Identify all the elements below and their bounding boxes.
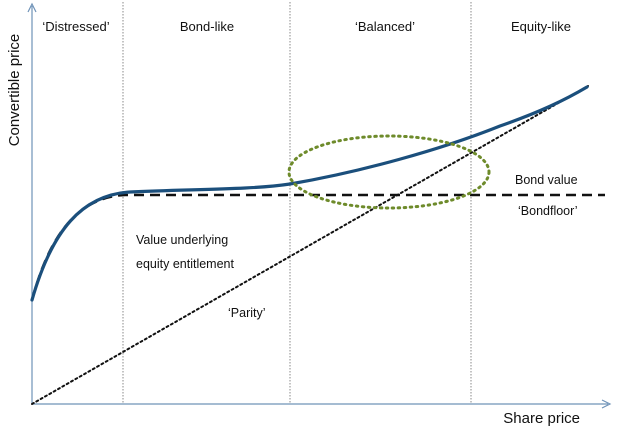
value-underlying-label-line2: equity entitlement	[136, 257, 235, 271]
region-label-equity-like: Equity-like	[511, 19, 571, 34]
region-label-bond-like: Bond-like	[180, 19, 234, 34]
y-axis-title: Convertible price	[6, 34, 23, 147]
balanced-region-highlight	[287, 134, 491, 210]
y-axis-arrowhead	[27, 2, 37, 13]
region-label-distressed: ‘Distressed’	[42, 19, 109, 34]
value-underlying-label-line1: Value underlying	[136, 233, 228, 247]
x-axis-title: Share price	[503, 410, 580, 427]
convertible-price-curve	[30, 85, 589, 302]
region-label-balanced: ‘Balanced’	[355, 19, 415, 34]
bondfloor-label: ‘Bondfloor’	[518, 204, 578, 218]
parity-label: ‘Parity’	[228, 306, 266, 320]
parity-line	[31, 85, 589, 405]
x-axis-arrowhead	[601, 399, 612, 409]
bond-value-label: Bond value	[515, 173, 578, 187]
